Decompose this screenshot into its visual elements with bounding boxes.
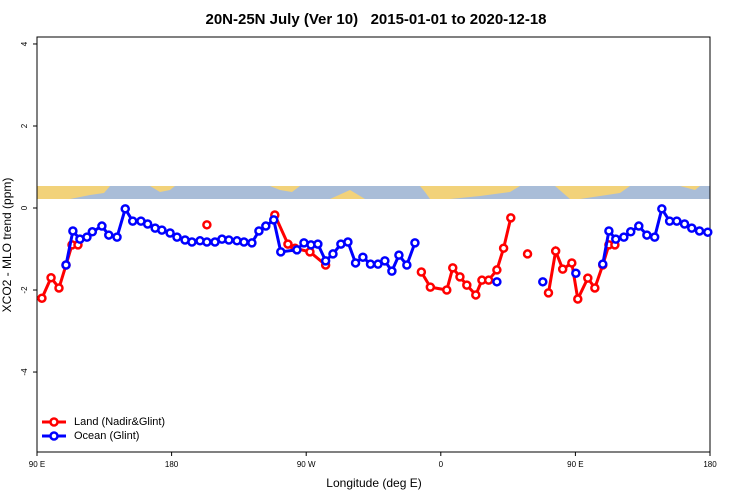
point — [112, 232, 122, 242]
y-tick-label: 0 — [20, 205, 29, 210]
plot-frame — [36, 36, 711, 453]
point — [394, 250, 404, 260]
point — [703, 227, 713, 237]
point — [380, 256, 390, 266]
point — [239, 237, 249, 247]
point — [694, 226, 705, 236]
point — [611, 234, 621, 244]
point — [142, 219, 153, 229]
point — [634, 221, 644, 231]
legend-label: Ocean (Glint) — [74, 430, 139, 442]
point — [202, 220, 212, 230]
x-tick-label: 90 E — [567, 460, 583, 469]
point — [68, 226, 78, 236]
point — [37, 293, 47, 303]
point — [358, 252, 368, 262]
point — [492, 277, 502, 287]
point — [598, 259, 608, 269]
x-tick-label: 0 — [439, 460, 444, 469]
point — [87, 227, 98, 237]
x-tick-label: 180 — [703, 460, 717, 469]
point — [82, 232, 92, 242]
point — [442, 285, 452, 295]
point — [54, 283, 64, 293]
y-tick-label: -2 — [20, 286, 29, 294]
point — [276, 247, 286, 257]
point — [425, 282, 436, 292]
y-tick-label: -4 — [20, 368, 29, 376]
point — [104, 230, 114, 240]
point — [157, 225, 167, 235]
point — [538, 277, 548, 287]
x-tick-label: 180 — [165, 460, 179, 469]
x-tick-label: 90 E — [29, 460, 45, 469]
point — [187, 237, 197, 247]
point — [642, 230, 652, 240]
legend-marker — [49, 431, 59, 441]
point — [387, 266, 397, 276]
point — [590, 283, 600, 293]
point — [625, 227, 636, 237]
point — [462, 280, 472, 290]
point — [506, 213, 516, 223]
point — [483, 275, 494, 285]
point — [313, 239, 323, 249]
point — [522, 249, 533, 259]
point — [365, 259, 376, 269]
point — [679, 219, 690, 229]
point — [320, 256, 331, 266]
point — [687, 223, 697, 233]
point — [498, 243, 509, 253]
point — [492, 265, 502, 275]
point — [328, 249, 338, 259]
point — [402, 260, 412, 270]
point — [619, 232, 629, 242]
point — [224, 235, 234, 245]
point — [471, 290, 481, 300]
point — [672, 216, 682, 226]
legend-marker — [49, 417, 59, 427]
point — [550, 246, 561, 256]
point — [410, 238, 420, 248]
x-axis-label: Longitude (deg E) — [326, 476, 421, 490]
point — [127, 216, 138, 226]
point — [283, 239, 293, 249]
chart-title: 20N-25N July (Ver 10) 2015-01-01 to 2020… — [205, 11, 546, 28]
point — [292, 245, 302, 255]
point — [416, 267, 427, 277]
point — [571, 268, 581, 278]
point — [583, 273, 593, 283]
y-tick-label: 4 — [20, 41, 29, 46]
legend-label: Land (Nadir&Glint) — [74, 416, 165, 428]
point — [120, 204, 130, 214]
point — [567, 258, 577, 268]
point — [254, 226, 264, 236]
point — [448, 263, 458, 273]
point — [657, 204, 667, 214]
point — [343, 237, 353, 247]
point — [268, 215, 279, 225]
point — [455, 272, 465, 282]
point — [97, 221, 107, 231]
point — [247, 238, 257, 248]
map-strip — [37, 186, 710, 199]
point — [649, 232, 660, 242]
point — [172, 232, 182, 242]
point — [61, 260, 71, 270]
point — [202, 237, 212, 247]
y-tick-label: 2 — [20, 123, 29, 128]
point — [350, 258, 361, 268]
point — [557, 264, 568, 274]
point — [573, 294, 583, 304]
point — [604, 226, 614, 236]
point — [261, 221, 271, 231]
point — [46, 272, 56, 283]
point — [165, 228, 175, 238]
x-tick-label: 90 W — [297, 460, 316, 469]
y-axis-label: XCO2 - MLO trend (ppm) — [0, 178, 14, 313]
point — [543, 288, 554, 298]
